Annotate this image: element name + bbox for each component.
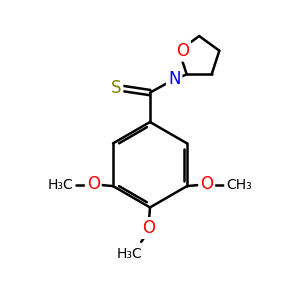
Text: O: O xyxy=(87,175,100,193)
Text: H₃C: H₃C xyxy=(116,247,142,261)
Text: H₃C: H₃C xyxy=(47,178,73,192)
Text: CH₃: CH₃ xyxy=(226,178,252,192)
Text: O: O xyxy=(142,219,155,237)
Text: S: S xyxy=(111,79,122,97)
Text: O: O xyxy=(176,42,189,60)
Text: N: N xyxy=(168,70,180,88)
Text: O: O xyxy=(200,175,213,193)
